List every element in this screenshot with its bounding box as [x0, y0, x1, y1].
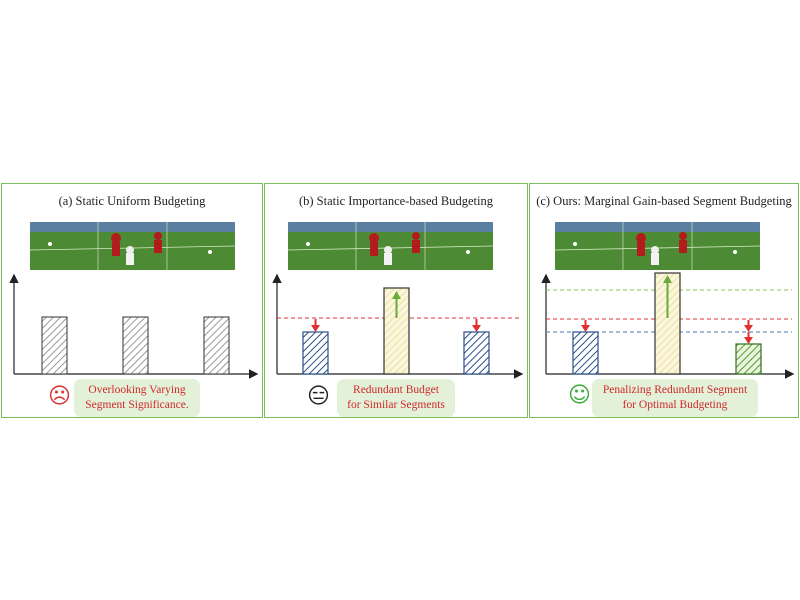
- segment-bar-3: [735, 343, 762, 375]
- panel-title: (b) Static Importance-based Budgeting: [298, 194, 494, 208]
- panel-title: (c) Ours: Marginal Gain-based Segment Bu…: [536, 194, 792, 208]
- note-box: Penalizing Redundant Segment for Optimal…: [592, 379, 758, 417]
- note-line-2: for Optimal Budgeting: [622, 399, 728, 411]
- happy-face-icon: ☺: [568, 383, 591, 408]
- neutral-face-icon: 😑: [307, 384, 330, 409]
- segment-bar-1: [572, 331, 599, 375]
- segment-bar-3: [203, 316, 230, 375]
- panel-static-uniform: (a) Static Uniform Budgeting ☹ Overlooki…: [1, 183, 263, 418]
- budget-chart: [272, 273, 524, 379]
- decrease-arrow-icon: [472, 319, 481, 332]
- video-frames-strip: [288, 222, 493, 270]
- panel-title: (a) Static Uniform Budgeting: [58, 194, 206, 208]
- note-line-1: Penalizing Redundant Segment: [602, 384, 748, 396]
- budget-chart: [9, 273, 259, 379]
- note-line-1: Overlooking Varying: [88, 384, 186, 396]
- video-frames-strip: [555, 222, 760, 270]
- note-line-2: Segment Significance.: [85, 399, 189, 411]
- segment-bar-1: [41, 316, 68, 375]
- sad-face-icon: ☹: [48, 384, 71, 409]
- note-line-2: for Similar Segments: [347, 399, 445, 411]
- increase-arrow-icon: [392, 291, 401, 318]
- panel-marginal-gain: (c) Ours: Marginal Gain-based Segment Bu…: [529, 183, 799, 418]
- note-box: Overlooking Varying Segment Significance…: [74, 379, 200, 417]
- note-box: Redundant Budget for Similar Segments: [337, 379, 455, 417]
- budget-chart: [541, 272, 795, 379]
- segment-bar-2: [122, 316, 149, 375]
- video-frames-strip: [30, 222, 235, 270]
- panel-static-importance: (b) Static Importance-based Budgeting: [264, 183, 528, 418]
- note-line-1: Redundant Budget: [353, 384, 439, 396]
- segment-bar-1: [302, 331, 329, 375]
- increase-arrow-icon: [663, 275, 672, 318]
- decrease-arrow-icon: [581, 320, 590, 332]
- decrease-arrow-icon: [311, 319, 320, 332]
- double-decrease-arrow-icon: [744, 320, 753, 344]
- segment-bar-3: [463, 331, 490, 375]
